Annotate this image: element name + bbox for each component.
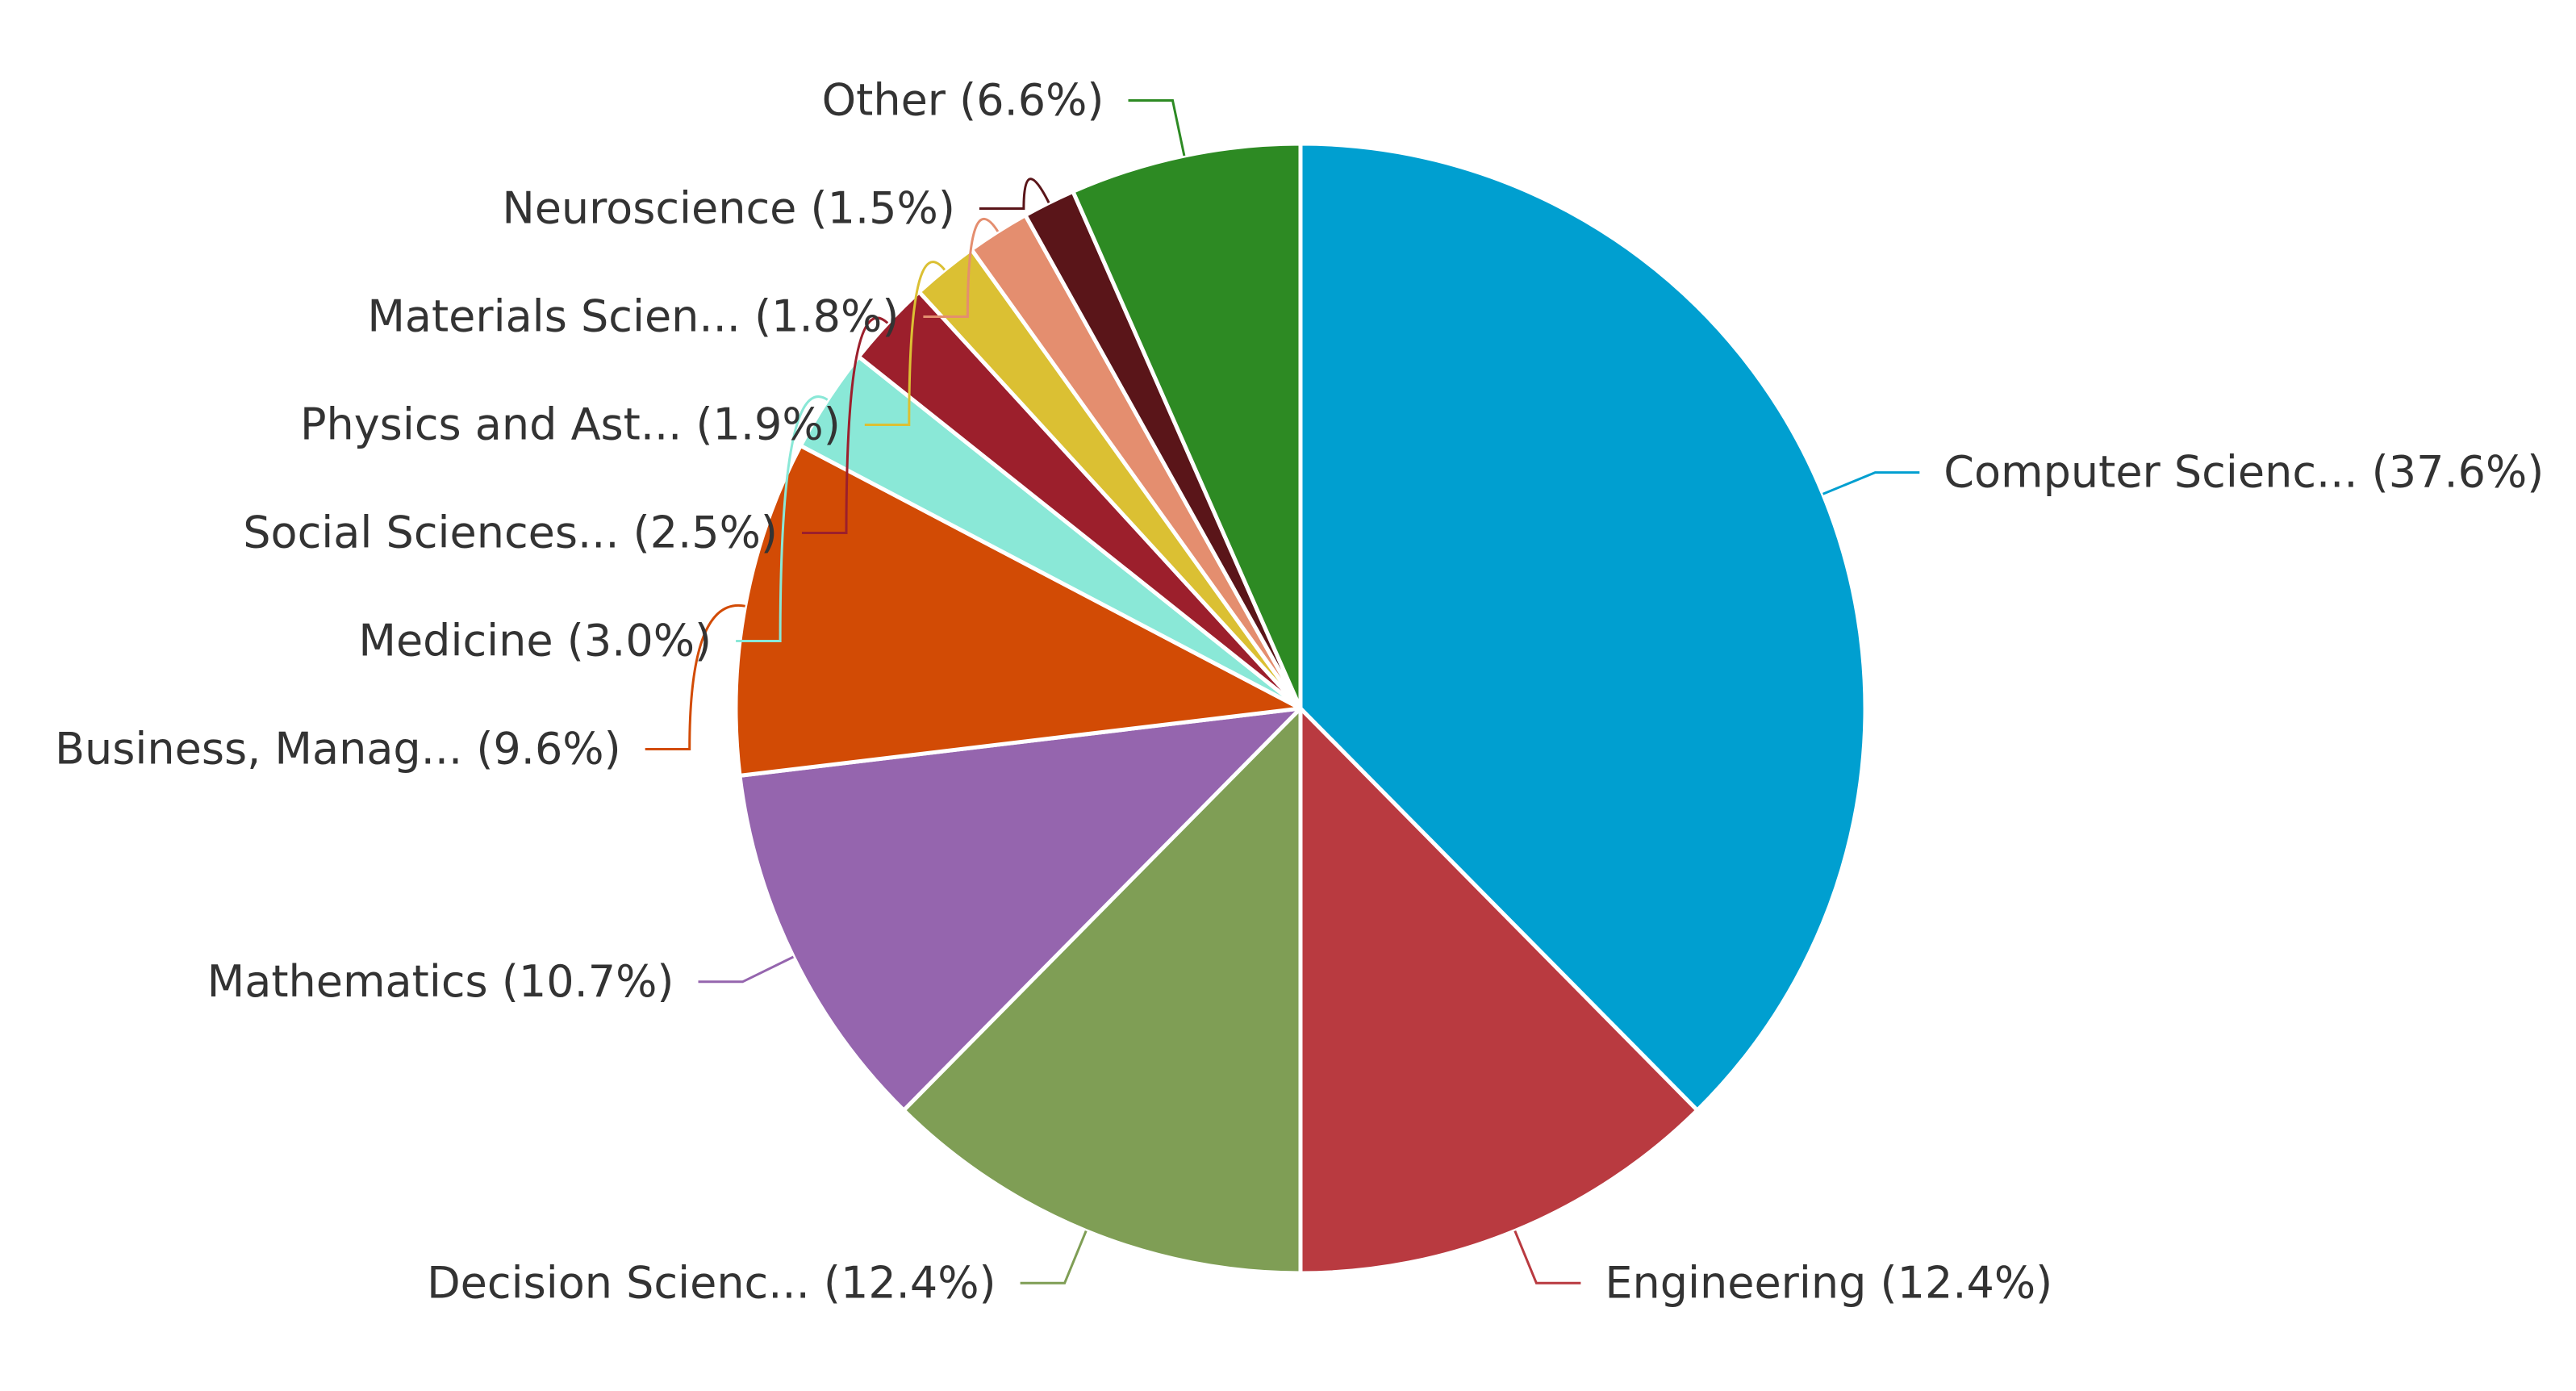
- leader-line-engineering: [1513, 1230, 1581, 1284]
- leader-line-mathematics: [698, 955, 795, 984]
- leader-line-social-sciences: [802, 316, 889, 534]
- labels-layer: Computer Scienc... (37.6%) Engineering (1…: [55, 75, 2544, 1309]
- pie-slice-computer-scienc: [1298, 141, 1868, 1113]
- slice-label-social-sciences: Social Sciences... (2.5%): [243, 508, 778, 558]
- slice-label-mathematics: Mathematics (10.7%): [207, 956, 674, 1007]
- leader-line-materials-scien: [923, 217, 1000, 318]
- slice-label-computer-scienc: Computer Scienc... (37.6%): [1943, 447, 2544, 498]
- leader-line-physics-and-ast: [864, 261, 946, 426]
- leader-line-medicine: [736, 395, 829, 642]
- slice-label-medicine: Medicine (3.0%): [358, 616, 712, 666]
- slice-label-other: Other (6.6%): [822, 75, 1104, 126]
- slice-label-engineering: Engineering (12.4%): [1605, 1257, 2052, 1308]
- leader-line-neuroscience: [979, 178, 1050, 210]
- leader-line-decision-scienc: [1020, 1230, 1088, 1284]
- slice-label-neuroscience: Neuroscience (1.5%): [502, 183, 955, 234]
- leader-line-other: [1128, 99, 1186, 157]
- pie-slice-mathematics: [737, 706, 1303, 1113]
- slices-layer: [733, 141, 1868, 1276]
- leader-line-business-manag: [645, 604, 745, 750]
- slice-label-decision-scienc: Decision Scienc... (12.4%): [427, 1257, 996, 1308]
- slice-label-materials-scien: Materials Scien... (1.8%): [367, 291, 899, 342]
- slice-label-physics-and-ast: Physics and Ast... (1.9%): [300, 399, 841, 450]
- pie-slice-decision-scienc: [901, 706, 1303, 1276]
- leader-lines-layer: [645, 99, 1920, 1284]
- leader-line-computer-scienc: [1822, 471, 1920, 495]
- slice-label-business-manag: Business, Manag... (9.6%): [55, 724, 621, 775]
- pie-slice-engineering: [1298, 706, 1700, 1276]
